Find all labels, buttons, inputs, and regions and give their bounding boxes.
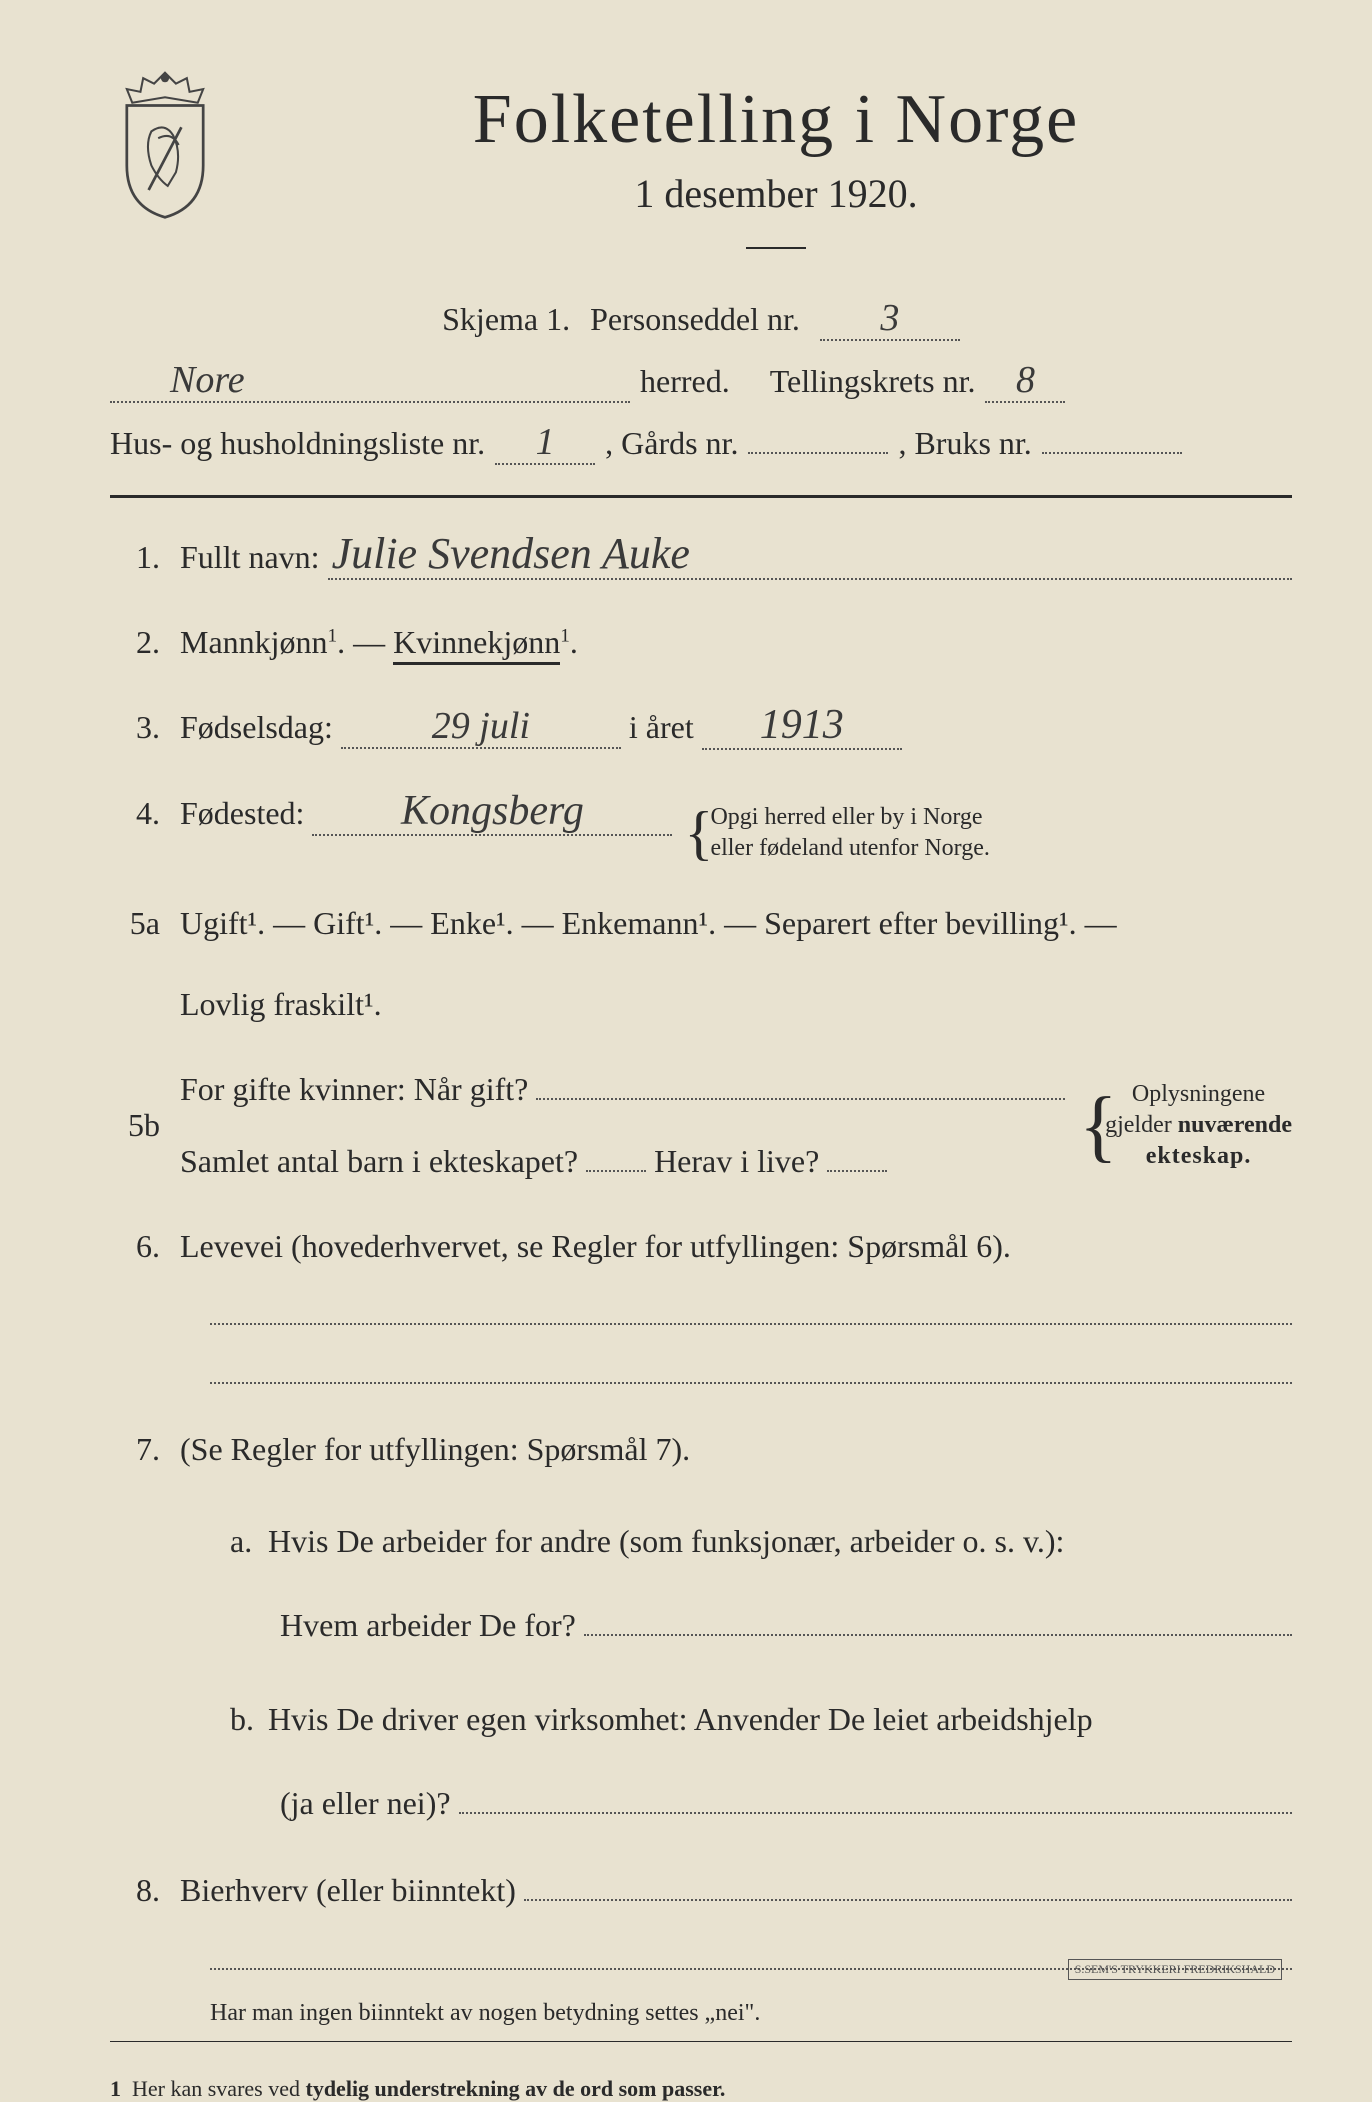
q4-value: Kongsberg [312, 790, 672, 836]
q5b-label3: Herav i live? [654, 1136, 819, 1187]
q2-num: 2. [110, 617, 160, 668]
q2-kvinnekjonn: Kvinnekjønn [393, 624, 560, 665]
q6-answer-line-1 [210, 1306, 1292, 1325]
q5a-options-2: Lovlig fraskilt¹. [180, 979, 1292, 1030]
q1-label: Fullt navn: [180, 532, 320, 583]
printer-mark: S.SEM'S TRYKKERI FREDRIKSHALD [1068, 1959, 1282, 1980]
q1-num: 1. [110, 532, 160, 583]
skjema-label: Skjema 1. [442, 301, 570, 338]
q7a-line1: Hvis De arbeider for andre (som funksjon… [268, 1509, 1064, 1573]
q5a-options: Ugift¹. — Gift¹. — Enke¹. — Enkemann¹. —… [180, 898, 1292, 949]
q7b-num: b. [230, 1687, 260, 1751]
bruks-nr [1042, 450, 1182, 454]
personseddel-label: Personseddel nr. [590, 301, 800, 338]
herred-value: Nore [110, 361, 630, 403]
q7a-num: a. [230, 1509, 260, 1573]
q3-day-value: 29 juli [341, 707, 621, 749]
section-divider [110, 495, 1292, 498]
hus-nr: 1 [495, 423, 595, 465]
q1-value: Julie Svendsen Auke [328, 532, 1292, 580]
q7b-line2: (ja eller nei)? [280, 1771, 451, 1835]
q3-year-value: 1913 [702, 704, 902, 750]
q5b-barn-value [586, 1168, 646, 1172]
q3-num: 3. [110, 702, 160, 753]
q6-label: Levevei (hovederhvervet, se Regler for u… [180, 1221, 1292, 1272]
q5b-live-value [827, 1168, 887, 1172]
q7b-line1: Hvis De driver egen virksomhet: Anvender… [268, 1687, 1093, 1751]
q4-label: Fødested: [180, 788, 304, 839]
q5b-gift-value [536, 1096, 1065, 1100]
q2-mannkjonn: Mannkjønn [180, 624, 328, 660]
subtitle-date: 1 desember 1920. [260, 170, 1292, 217]
gards-label: , Gårds nr. [605, 425, 738, 462]
q4-note: Opgi herred eller by i Norge eller fødel… [690, 802, 989, 864]
q7-num: 7. [110, 1424, 160, 1475]
q5b-label1: For gifte kvinner: Når gift? [180, 1064, 528, 1115]
q3-label: Fødselsdag: [180, 702, 333, 753]
herred-label: herred. [640, 363, 730, 400]
q3-year-label: i året [629, 702, 694, 753]
q5a-num: 5a [110, 898, 160, 949]
q6-answer-line-2 [210, 1365, 1292, 1384]
footnote-1: 1 Her kan svares ved tydelig understrekn… [110, 2076, 725, 2102]
personseddel-nr: 3 [820, 299, 960, 341]
q8-num: 8. [110, 1865, 160, 1916]
tellingskrets-label: Tellingskrets nr. [770, 363, 976, 400]
coat-of-arms-icon [110, 70, 220, 220]
q5b-note: Oplysningene gjelder nuværende ekteskap. [1085, 1079, 1292, 1173]
bruks-label: , Bruks nr. [898, 425, 1031, 462]
q2-dash: — [353, 624, 393, 660]
q6-num: 6. [110, 1221, 160, 1272]
main-title: Folketelling i Norge [260, 80, 1292, 160]
q7-label: (Se Regler for utfyllingen: Spørsmål 7). [180, 1424, 1292, 1475]
q7a-value [584, 1632, 1292, 1636]
q5b-num: 5b [110, 1100, 160, 1151]
q4-num: 4. [110, 788, 160, 839]
q5b-label2: Samlet antal barn i ekteskapet? [180, 1136, 578, 1187]
q8-value [524, 1897, 1292, 1901]
q7b-value [459, 1810, 1292, 1814]
hus-label: Hus- og husholdningsliste nr. [110, 425, 485, 462]
q8-label: Bierhverv (eller biinntekt) [180, 1865, 516, 1916]
gards-nr [748, 450, 888, 454]
footnote-nei: Har man ingen biinntekt av nogen betydni… [210, 2000, 1292, 2027]
title-divider [746, 247, 806, 249]
tellingskrets-nr: 8 [985, 361, 1065, 403]
q7a-line2: Hvem arbeider De for? [280, 1593, 576, 1657]
